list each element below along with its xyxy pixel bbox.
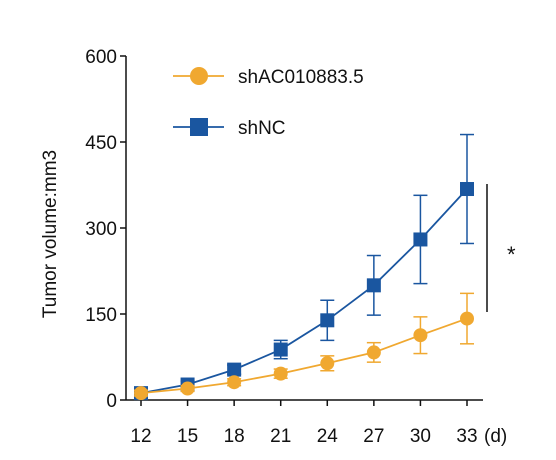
x-tick-label-21: 21 [270,426,291,447]
series-layer [134,133,474,401]
data-point [320,313,335,328]
legend-label: shAC010883.5 [238,67,364,88]
legend-marker [190,67,208,85]
series-line [140,188,468,395]
data-point [413,328,428,343]
y-tick-label-600: 600 [85,47,117,68]
axes: 0 150 300 450 600 12 15 18 21 24 27 30 33 (d) Tumor… [40,47,507,447]
legend-label: shNC [238,118,286,139]
data-point [460,182,474,197]
data-point [180,381,195,396]
y-tick-label-450: 450 [85,133,117,154]
y-tick-label-300: 300 [85,219,117,240]
y-tick-label-150: 150 [85,305,117,326]
data-point [273,342,288,357]
x-tick-label-33: 33 [456,426,477,447]
data-point [134,386,148,401]
series-line [140,317,468,395]
data-point [366,345,381,360]
x-ticks: 12 15 18 21 24 27 30 33 [130,400,478,447]
x-tick-label-30: 30 [410,426,431,447]
legend: shAC010883.5 shNC [173,67,364,139]
significance-label: * [507,242,516,267]
y-tick-label-0: 0 [106,391,117,412]
x-tick-label-27: 27 [363,426,384,447]
x-tick-label-12: 12 [130,426,151,447]
data-point [227,362,242,377]
data-point [366,278,381,293]
data-point [273,366,288,381]
data-point [460,311,474,326]
series-shNC [134,133,474,401]
data-point [413,232,428,247]
y-axis-label: Tumor volume:mm3 [40,150,61,318]
x-tick-label-24: 24 [317,426,339,447]
x-axis-unit: (d) [484,426,507,447]
data-point [227,375,242,390]
x-tick-label-15: 15 [177,426,198,447]
data-point [320,356,335,371]
y-ticks: 0 150 300 450 600 [85,47,126,412]
significance-marker: * [486,184,516,312]
legend-marker [190,118,208,136]
series-shAC010883.5 [134,292,474,401]
x-tick-label-18: 18 [224,426,245,447]
